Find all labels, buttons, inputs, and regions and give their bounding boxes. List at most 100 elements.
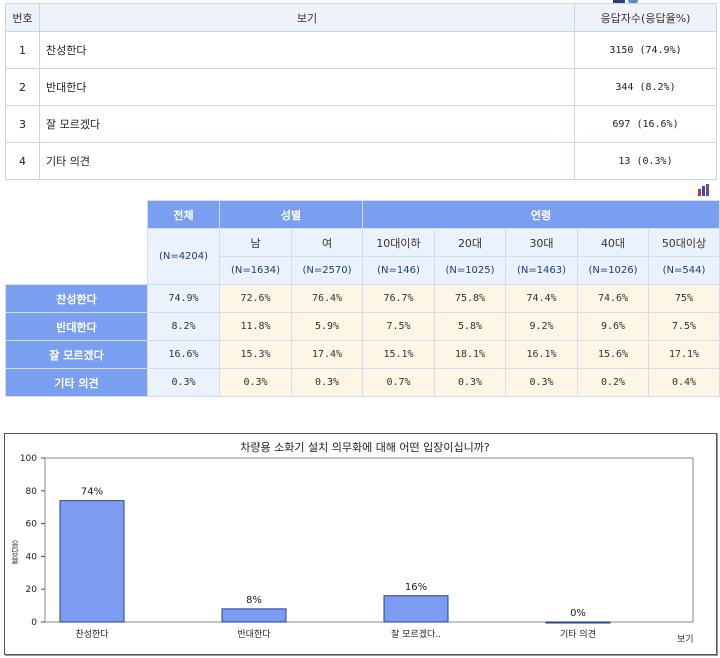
cell: 5.9%: [291, 312, 363, 341]
row-option: 반대한다: [39, 68, 575, 106]
row-total: 74.9%: [147, 284, 220, 313]
col-n: (N=544): [648, 256, 720, 285]
total-n: (N=4204): [147, 228, 220, 285]
category-label: 기타 의견: [560, 628, 596, 640]
y-tick-label: 60: [26, 520, 38, 530]
cell: 76.7%: [362, 284, 435, 313]
cell: 18.1%: [434, 340, 506, 369]
chart-toggle-icon[interactable]: [697, 183, 711, 196]
col-n: (N=2570): [291, 256, 363, 285]
header-total: 전체: [147, 200, 220, 229]
row-num: 2: [5, 68, 40, 106]
plot-area: [44, 457, 694, 623]
cell: 15.6%: [577, 340, 649, 369]
col-n: (N=1463): [505, 256, 578, 285]
cross-row: 잘 모르겠다 16.6% 15.3% 17.4% 15.1% 18.1% 16.…: [5, 340, 720, 369]
cell: 75.8%: [434, 284, 506, 313]
cell: 74.4%: [505, 284, 578, 313]
y-tick-label: 20: [26, 585, 38, 595]
cross-tab-table: 전체 성별 연령 (N=4204) 남 여 10대이하 20대 30대 40대 …: [5, 200, 720, 397]
row-count: 344 (8.2%): [574, 68, 717, 106]
cell: 0.3%: [219, 368, 292, 397]
chart-title: 차량용 소화기 설치 의무화에 대해 어떤 입장이십니까?: [240, 440, 490, 454]
row-num: 3: [5, 105, 40, 143]
row-num: 4: [5, 142, 40, 180]
row-count: 3150 (74.9%): [574, 31, 717, 69]
table-row: 3 잘 모르겠다 697 (16.6%): [5, 105, 717, 143]
corner-blank: [5, 200, 148, 285]
col-label: 50대이상: [648, 228, 720, 257]
y-axis: 0 20 40 60 80 100: [20, 454, 45, 628]
col-label: 남: [219, 228, 292, 257]
cell: 5.8%: [434, 312, 506, 341]
col-n: (N=146): [362, 256, 435, 285]
cell: 0.3%: [505, 368, 578, 397]
cell: 0.7%: [362, 368, 435, 397]
bars: 74% 찬성한다 8% 반대한다 16% 잘 모르겠다.. 0% 기타 의견: [59, 487, 611, 640]
bar: [383, 595, 449, 623]
col-n: (N=1025): [434, 256, 506, 285]
y-tick-label: 40: [26, 552, 38, 562]
row-num: 1: [5, 31, 40, 69]
cell: 0.2%: [577, 368, 649, 397]
row-count: 697 (16.6%): [574, 105, 717, 143]
row-option: 기타 의견: [39, 142, 575, 180]
row-option: 찬성한다: [39, 31, 575, 69]
cross-row: 기타 의견 0.3% 0.3% 0.3% 0.7% 0.3% 0.3% 0.2%…: [5, 368, 720, 397]
row-total: 16.6%: [147, 340, 220, 369]
cell: 9.6%: [577, 312, 649, 341]
cell: 11.8%: [219, 312, 292, 341]
col-label: 30대: [505, 228, 578, 257]
cell: 17.1%: [648, 340, 720, 369]
x-axis-label: 보기: [677, 634, 694, 645]
cell: 0.3%: [434, 368, 506, 397]
row-option: 잘 모르겠다: [39, 105, 575, 143]
col-n: (N=1634): [219, 256, 292, 285]
bar-value-label: 8%: [246, 595, 262, 606]
cell: 74.6%: [577, 284, 649, 313]
y-tick-label: 100: [20, 454, 37, 464]
cell: 7.5%: [648, 312, 720, 341]
chart-svg: 차량용 소화기 설치 의무화에 대해 어떤 입장이십니까? 0 20 40 60 80 1…: [10, 440, 694, 645]
row-label: 찬성한다: [5, 284, 148, 313]
row-total: 0.3%: [147, 368, 220, 397]
category-label: 반대한다: [237, 629, 271, 640]
bar: [545, 621, 611, 624]
cross-header-row-1: 전체 성별 연령: [5, 200, 720, 285]
cell: 0.4%: [648, 368, 720, 397]
cell: 16.1%: [505, 340, 578, 369]
header-count: 응답자수(응답율%): [574, 3, 717, 32]
cell: 17.4%: [291, 340, 363, 369]
cross-row: 반대한다 8.2% 11.8% 5.9% 7.5% 5.8% 9.2% 9.6%…: [5, 312, 720, 341]
header-gender: 성별: [219, 200, 363, 229]
cell: 72.6%: [219, 284, 292, 313]
row-count: 13 (0.3%): [574, 142, 717, 180]
table-row: 4 기타 의견 13 (0.3%): [5, 142, 717, 180]
bar: [221, 608, 287, 623]
category-label: 잘 모르겠다..: [391, 628, 441, 640]
header-option: 보기: [39, 3, 575, 32]
col-label: 여: [291, 228, 363, 257]
y-axis-label: 응답율: [10, 540, 19, 564]
bar-value-label: 0%: [570, 608, 586, 619]
row-label: 기타 의견: [5, 368, 148, 397]
cell: 75%: [648, 284, 720, 313]
cross-row: 찬성한다 74.9% 72.6% 76.4% 76.7% 75.8% 74.4%…: [5, 284, 720, 313]
cell: 0.3%: [291, 368, 363, 397]
cell: 7.5%: [362, 312, 435, 341]
cell: 76.4%: [291, 284, 363, 313]
y-tick-label: 0: [31, 618, 37, 628]
col-label: 10대이하: [362, 228, 435, 257]
table-header-row: 번호 보기 응답자수(응답율%): [5, 3, 717, 32]
col-label: 40대: [577, 228, 649, 257]
category-label: 찬성한다: [75, 629, 109, 640]
col-label: 20대: [434, 228, 506, 257]
row-label: 잘 모르겠다: [5, 340, 148, 369]
cell: 15.3%: [219, 340, 292, 369]
y-tick-label: 80: [26, 487, 38, 497]
cell: 15.1%: [362, 340, 435, 369]
bar-value-label: 74%: [81, 487, 103, 498]
print-icon[interactable]: [613, 0, 625, 4]
response-bar-chart: 차량용 소화기 설치 의무화에 대해 어떤 입장이십니까? 0 20 40 60 80 1…: [4, 433, 717, 655]
col-n: (N=1026): [577, 256, 649, 285]
